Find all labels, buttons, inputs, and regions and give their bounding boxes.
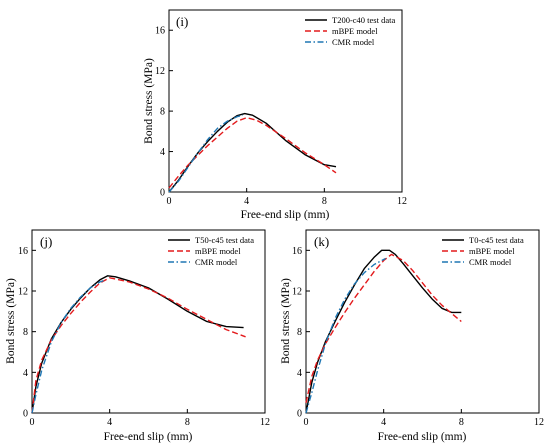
- y-tick-label: 8: [160, 107, 165, 118]
- series-line-mbpe-model: [305, 253, 462, 403]
- series-line-test-data: [168, 112, 337, 193]
- x-tick-label: 0: [167, 196, 172, 207]
- series-line-cmr-model: [305, 257, 386, 414]
- plot-frame: [305, 229, 540, 414]
- legend-label: CMR model: [195, 257, 238, 267]
- x-tick-label: 4: [244, 196, 249, 207]
- legend-label: CMR model: [332, 37, 375, 47]
- panel-j: (j) Free-end slip (mm) Bond stress (MPa)…: [5, 229, 270, 443]
- x-tick-label: 4: [381, 417, 386, 428]
- y-tick-label: 8: [23, 327, 28, 338]
- legend-label: mBPE model: [469, 246, 515, 256]
- panel-label: (j): [40, 234, 52, 249]
- x-tick-label: 0: [304, 417, 309, 428]
- x-axis-label: Free-end slip (mm): [104, 431, 193, 443]
- x-axis-label: Free-end slip (mm): [378, 431, 467, 443]
- series-line-mbpe-model: [168, 116, 337, 189]
- panel-k: (k) Free-end slip (mm) Bond stress (MPa)…: [280, 229, 544, 443]
- axis-ticks: 0 4 8 12 0 4 8 12 16: [155, 26, 407, 207]
- legend-label: T0-c45 test data: [469, 235, 524, 245]
- series-layer: [31, 275, 246, 414]
- panel-label: (i): [176, 14, 188, 29]
- y-tick-label: 12: [155, 66, 165, 77]
- series-line-test-data: [31, 275, 244, 414]
- legend-label: mBPE model: [195, 246, 241, 256]
- x-tick-label: 8: [322, 196, 327, 207]
- y-tick-label: 16: [155, 26, 165, 37]
- y-tick-label: 0: [23, 409, 28, 420]
- series-layer: [305, 249, 462, 414]
- panel-label: (k): [314, 234, 329, 249]
- y-tick-label: 4: [160, 147, 165, 158]
- y-axis-label: Bond stress (MPa): [280, 278, 292, 364]
- y-tick-label: 8: [297, 327, 302, 338]
- y-tick-label: 12: [18, 287, 28, 298]
- x-tick-label: 12: [534, 417, 544, 428]
- x-tick-label: 0: [30, 417, 35, 428]
- y-tick-label: 4: [297, 368, 302, 379]
- series-line-cmr-model: [31, 279, 107, 414]
- x-tick-label: 8: [185, 417, 190, 428]
- x-tick-label: 8: [459, 417, 464, 428]
- x-tick-label: 12: [397, 196, 407, 207]
- y-tick-label: 0: [160, 188, 165, 199]
- axis-ticks: 0 4 8 12 0 4 8 12 16: [292, 246, 544, 428]
- series-layer: [168, 112, 337, 193]
- y-tick-label: 16: [18, 246, 28, 257]
- legend-label: mBPE model: [332, 26, 378, 36]
- y-tick-label: 4: [23, 368, 28, 379]
- y-tick-label: 0: [297, 409, 302, 420]
- y-axis-label: Bond stress (MPa): [143, 58, 155, 144]
- y-axis-label: Bond stress (MPa): [5, 278, 17, 364]
- legend-label: T50-c45 test data: [195, 235, 254, 245]
- x-tick-label: 4: [107, 417, 112, 428]
- legend-label: T200-c40 test data: [332, 15, 395, 25]
- x-axis-label: Free-end slip (mm): [241, 209, 330, 221]
- panel-i: (i) Free-end slip (mm) Bond stress (MPa)…: [143, 9, 407, 221]
- axis-ticks: 0 4 8 12 0 4 8 12 16: [18, 246, 270, 428]
- plot-frame: [31, 229, 266, 414]
- x-tick-label: 12: [260, 417, 270, 428]
- legend-label: CMR model: [469, 257, 512, 267]
- series-line-mbpe-model: [31, 277, 246, 414]
- plot-frame: [168, 9, 403, 193]
- y-tick-label: 12: [292, 287, 302, 298]
- y-tick-label: 16: [292, 246, 302, 257]
- series-line-cmr-model: [168, 114, 243, 193]
- series-line-test-data: [305, 249, 462, 414]
